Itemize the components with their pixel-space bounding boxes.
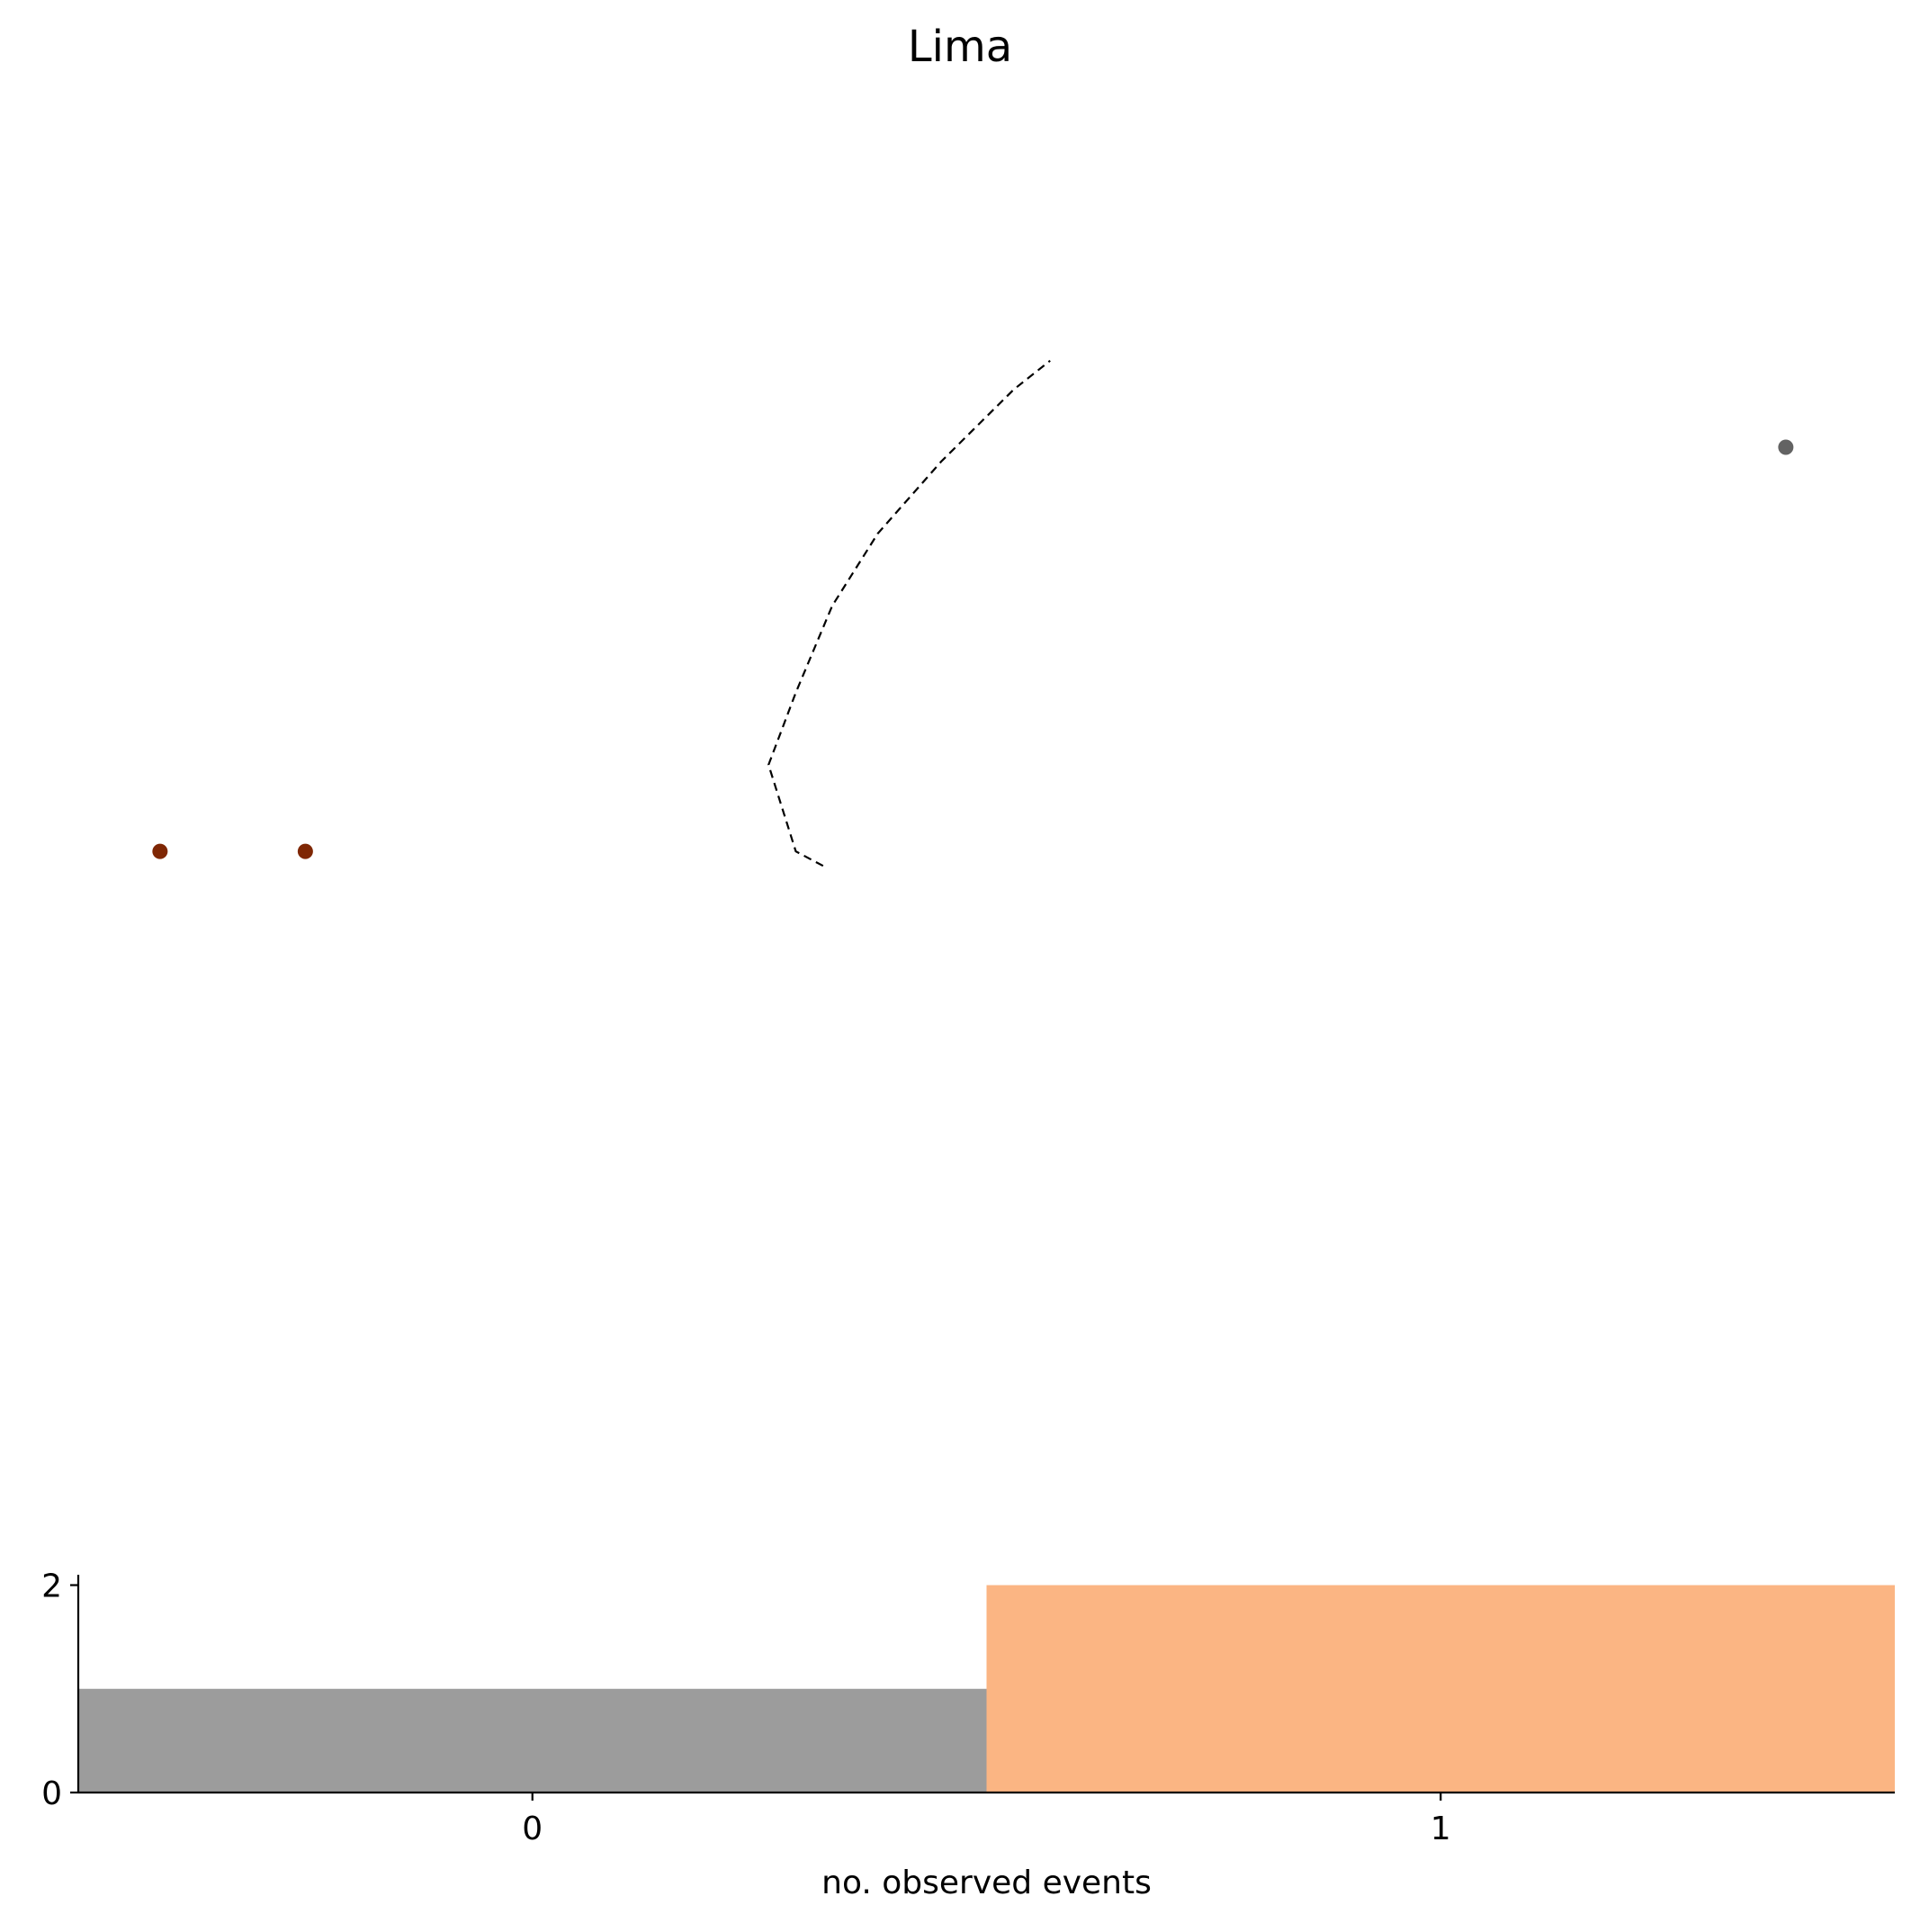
scatter-points bbox=[152, 439, 1794, 859]
bar-0 bbox=[78, 1688, 987, 1793]
scatter-point-2 bbox=[297, 843, 313, 859]
chart-title: Lima bbox=[908, 22, 1012, 72]
histogram-bars bbox=[78, 1585, 1895, 1793]
dashed-trajectory-line bbox=[767, 359, 1051, 867]
bar-1 bbox=[986, 1585, 1895, 1793]
scatter-point-1 bbox=[152, 843, 168, 859]
x-tick-label-1: 1 bbox=[1431, 1811, 1451, 1847]
x-axis-label: no. observed events bbox=[821, 1865, 1152, 1901]
x-tick-label-0: 0 bbox=[522, 1811, 543, 1847]
scatter-panel bbox=[152, 359, 1794, 867]
y-tick-label-2: 2 bbox=[41, 1568, 62, 1605]
y-tick-label-0: 0 bbox=[41, 1775, 62, 1812]
y-axis-ticks: 02 bbox=[41, 1568, 78, 1812]
scatter-point-3 bbox=[1778, 439, 1794, 455]
